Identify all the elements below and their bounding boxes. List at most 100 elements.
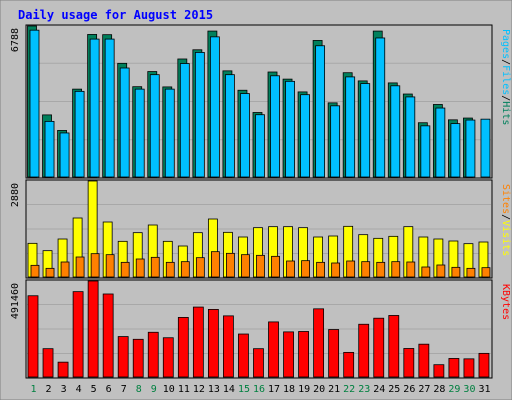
bar-kbytes <box>298 331 309 378</box>
panel-visits-sites: 2880 Sites/Visits <box>10 179 511 279</box>
bar-sites <box>45 267 55 278</box>
bar-files <box>29 29 40 178</box>
day-label: 7 <box>121 384 127 395</box>
bar-sites <box>210 251 220 278</box>
bar-files <box>44 120 55 178</box>
bar-kbytes <box>87 280 99 378</box>
legend-item: Sites <box>500 184 511 214</box>
bar-files <box>285 80 295 178</box>
bar-kbytes <box>102 293 114 378</box>
bar-files <box>104 38 115 178</box>
bar-kbytes <box>177 317 189 378</box>
day-label: 11 <box>178 384 190 395</box>
day-label: 17 <box>268 384 280 395</box>
day-label: 20 <box>313 384 325 395</box>
bar-files <box>179 63 190 178</box>
panel-kbytes: 491460 KBytes <box>10 279 511 379</box>
bar-sites <box>120 261 130 278</box>
bar-kbytes <box>27 295 39 378</box>
chart-title: Daily usage for August 2015 <box>18 8 213 22</box>
day-label: 18 <box>283 384 295 395</box>
day-label: 3 <box>61 384 67 395</box>
bar-sites <box>90 253 100 278</box>
bar-kbytes <box>448 358 460 378</box>
legend-item: KBytes <box>500 284 511 320</box>
bar-files <box>345 76 356 178</box>
bar-sites <box>165 261 175 278</box>
day-label: 24 <box>373 384 385 395</box>
bar-sites <box>376 261 386 278</box>
bar-sites <box>301 260 310 278</box>
bar-kbytes <box>418 343 430 378</box>
day-label: 6 <box>106 384 112 395</box>
day-label: 13 <box>208 384 220 395</box>
bar-files <box>375 37 386 178</box>
day-label: 30 <box>463 384 475 395</box>
bar-files <box>74 90 85 178</box>
day-label: 10 <box>163 384 175 395</box>
bar-sites <box>346 260 356 278</box>
panel-legend: Pages/Files/Hits <box>500 29 511 125</box>
bar-kbytes <box>147 331 159 378</box>
bar-kbytes <box>162 337 174 378</box>
day-label: 26 <box>403 384 415 395</box>
bar-sites <box>361 261 371 278</box>
bar-sites <box>226 252 235 278</box>
bar-files <box>420 125 431 178</box>
legend-item: Hits <box>500 101 511 125</box>
day-label: 4 <box>76 384 82 395</box>
bar-files <box>209 36 220 178</box>
bar-sites <box>30 264 40 278</box>
day-label: 15 <box>238 384 250 395</box>
bar-kbytes <box>132 338 144 378</box>
day-label: 12 <box>193 384 205 395</box>
legend-item: Pages <box>500 29 511 59</box>
bar-kbytes <box>268 321 279 378</box>
bar-kbytes <box>223 315 234 378</box>
bar-sites <box>331 262 341 278</box>
bar-sites <box>286 260 295 278</box>
day-label: 5 <box>91 384 97 395</box>
bar-kbytes <box>463 358 475 378</box>
bar-files <box>315 45 326 178</box>
bar-files <box>465 119 476 178</box>
bar-kbytes <box>42 348 54 378</box>
legend-item: / <box>500 214 511 220</box>
bar-files <box>134 88 145 178</box>
bar-files <box>255 114 265 178</box>
bar-files <box>435 107 446 178</box>
day-label: 31 <box>478 384 490 395</box>
bar-sites <box>391 261 401 278</box>
bar-kbytes <box>72 291 84 378</box>
bar-kbytes <box>478 352 490 378</box>
bar-sites <box>256 254 265 278</box>
bar-files <box>405 96 416 178</box>
bar-sites <box>105 254 115 278</box>
bar-kbytes <box>433 364 445 378</box>
panel-max-label: 6788 <box>10 28 21 52</box>
bar-files <box>360 83 371 178</box>
day-label: 28 <box>433 384 445 395</box>
bar-files <box>59 132 70 178</box>
day-label: 25 <box>388 384 400 395</box>
bar-kbytes <box>207 309 219 378</box>
bar-sites <box>316 261 326 278</box>
bar-kbytes <box>192 306 204 378</box>
bar-sites <box>195 257 205 278</box>
bar-files <box>480 118 491 178</box>
bar-sites <box>135 258 145 278</box>
panel-hits-files-pages: 6788 Pages/Files/Hits <box>10 24 511 179</box>
day-label: 14 <box>223 384 235 395</box>
bar-files <box>390 85 401 178</box>
day-labels: 1 2 3 4 5 6 7 8 9 10 11 12 13 14 15 16 17 18 19 20 21 22 23 24 2… <box>31 384 491 395</box>
panels-layer: 6788 Pages/Files/Hits 2880 Sites/Visits4914… <box>10 24 511 379</box>
bar-kbytes <box>358 323 370 378</box>
day-label: 22 <box>343 384 355 395</box>
bar-sites <box>451 266 461 278</box>
bar-sites <box>150 256 160 278</box>
bar-kbytes <box>253 348 264 378</box>
day-label: 27 <box>418 384 430 395</box>
legend-item: Visits <box>500 220 511 256</box>
